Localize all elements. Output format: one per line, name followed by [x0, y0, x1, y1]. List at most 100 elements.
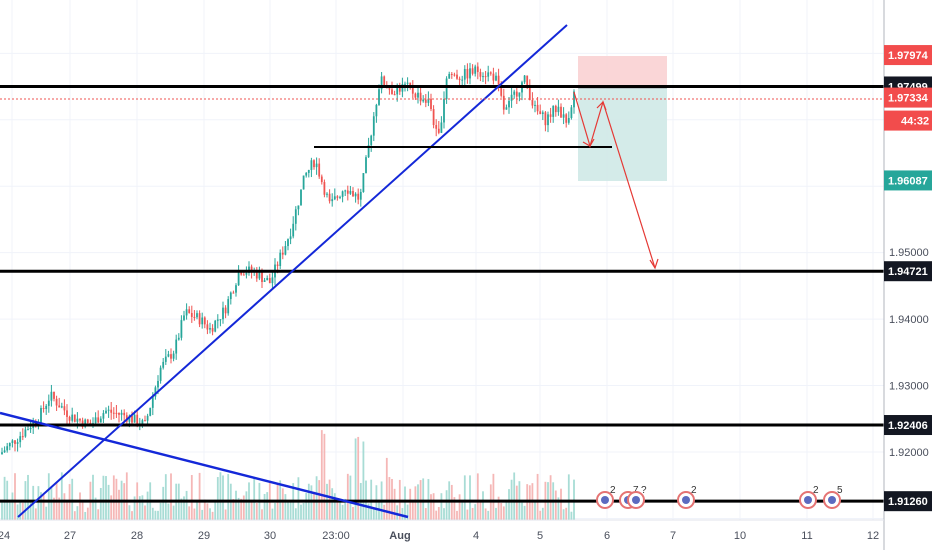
candle-body [484, 76, 487, 78]
time-tick-label: 5 [537, 530, 543, 542]
volume-bar [424, 508, 427, 520]
candle-body [6, 446, 9, 451]
candle-body [79, 418, 81, 421]
volume-bar [406, 504, 409, 520]
volume-bar [214, 499, 217, 520]
volume-bar [554, 490, 557, 520]
take-profit-zone[interactable] [578, 88, 667, 181]
horizontal-levels[interactable] [0, 84, 884, 503]
candle-body [404, 83, 406, 85]
candle-body [531, 99, 534, 106]
volume-bar [112, 475, 115, 520]
economic-event-icon[interactable]: 5 [823, 485, 843, 509]
candle-body [183, 315, 185, 321]
volume-bar [487, 510, 490, 520]
candle-body [196, 313, 198, 318]
volume-bar [232, 498, 235, 520]
volume-bar [1, 502, 3, 520]
volume-bar [144, 505, 146, 520]
volume-bar [536, 473, 539, 520]
falling-trendline[interactable] [0, 411, 409, 519]
candle-body [177, 337, 180, 340]
candle-body [250, 266, 253, 273]
price-badge [884, 87, 932, 108]
trendlines[interactable] [0, 24, 884, 519]
volume-bar [372, 508, 375, 520]
candle-body [440, 122, 443, 133]
candle-body [53, 391, 55, 399]
economic-event-icon[interactable]: ? [627, 485, 647, 509]
position-zones[interactable] [578, 56, 667, 181]
candle-body [297, 205, 300, 210]
volume-bar [253, 477, 256, 520]
candle-body [235, 285, 237, 293]
volume-bar [266, 492, 269, 520]
economic-event-icon[interactable]: 2 [596, 485, 616, 509]
arrowhead-end [649, 258, 659, 270]
candle-body [357, 193, 360, 200]
candle-body [175, 339, 178, 354]
price-badge-label: 1.91260 [888, 496, 928, 508]
rising-trendline[interactable] [17, 24, 568, 518]
volume-bar [84, 511, 87, 520]
candle-body [40, 408, 42, 423]
volume-bar [237, 497, 240, 520]
candle-body [510, 94, 513, 101]
candle-body [458, 78, 461, 80]
candle-body [242, 274, 245, 276]
volume-bar [16, 504, 19, 520]
candle-body [565, 114, 568, 123]
volume-bar [76, 506, 79, 520]
projection-path[interactable] [573, 91, 659, 270]
volume-bar [549, 475, 552, 520]
candle-body [136, 414, 139, 426]
volume-bar [523, 505, 526, 520]
candle-body [232, 292, 235, 294]
candle-body [346, 190, 349, 194]
candle-body [489, 72, 492, 74]
candle-body [107, 409, 110, 411]
volume-bar [534, 501, 536, 520]
candle-body [495, 75, 497, 81]
event-markers[interactable]: 2 7? 2 2 5 [596, 485, 843, 509]
candle-body [365, 157, 367, 174]
volume-bar [383, 504, 386, 520]
volume-bar [138, 496, 141, 520]
volume-bar [185, 490, 188, 520]
time-tick-label: 6 [604, 530, 610, 542]
volume-bar [154, 510, 157, 520]
volume-bar [562, 509, 565, 520]
candle-body [367, 145, 370, 158]
candle-body [505, 107, 508, 110]
candle-body [307, 170, 310, 173]
economic-event-icon[interactable]: 2 [799, 485, 819, 509]
candle-body [375, 104, 378, 117]
volume-bar [432, 493, 435, 520]
candle-body [45, 405, 48, 410]
candle-body [209, 328, 211, 330]
volume-bar [227, 474, 230, 520]
volume-bar [289, 502, 292, 520]
arrowhead-mid [596, 100, 607, 111]
price-axis[interactable]: 1.95000 1.94000 1.93000 1.92000 [889, 247, 929, 459]
volume-bar [151, 507, 154, 520]
candle-body [313, 160, 315, 168]
volume-bar [414, 486, 417, 520]
volume-bar [513, 472, 516, 520]
candle-body [276, 264, 279, 267]
volume-bar [435, 510, 438, 520]
candle-body [58, 405, 61, 408]
volume-bar [323, 433, 326, 520]
volume-bar [458, 494, 461, 520]
price-tick-label: 1.93000 [889, 381, 929, 393]
volume-bar [99, 487, 102, 520]
candle-body [315, 163, 318, 168]
time-axis[interactable]: 24 27 28 29 30 23:00 Aug 4 5 6 7 10 11 12 [0, 530, 879, 542]
projection-arrow[interactable] [573, 91, 656, 269]
price-badge-label: 1.97334 [888, 93, 929, 105]
stop-loss-zone[interactable] [578, 56, 667, 88]
price-badge [884, 415, 932, 436]
economic-event-icon[interactable]: 2 [677, 485, 697, 509]
volume-bar [497, 496, 500, 520]
